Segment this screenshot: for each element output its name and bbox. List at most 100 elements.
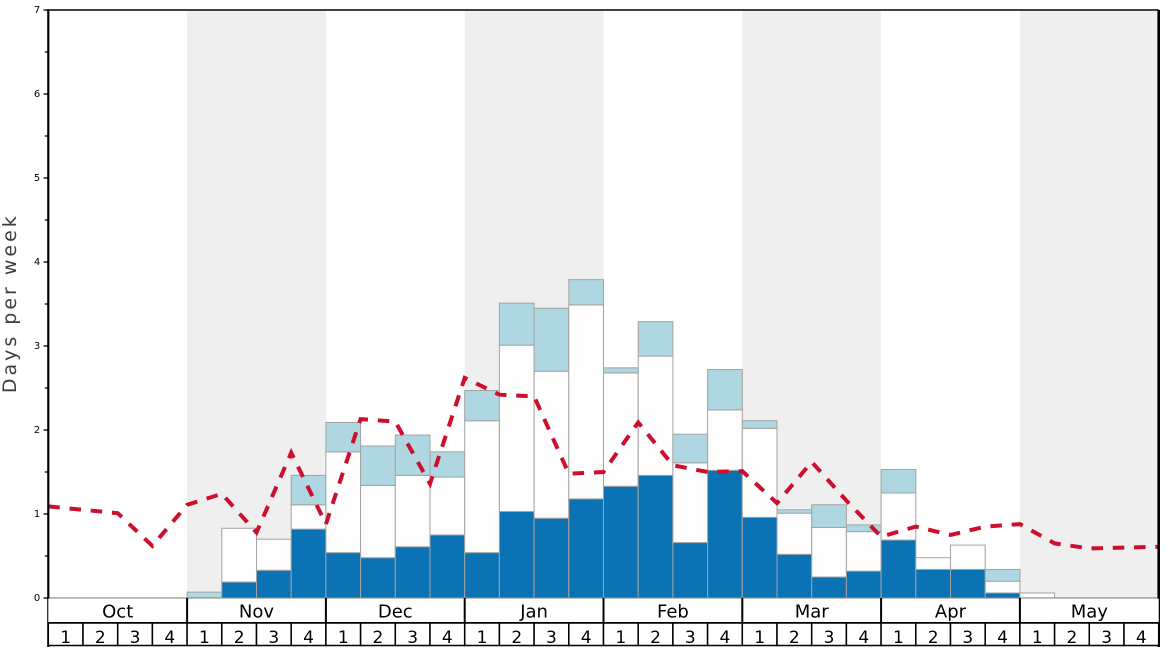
month-cell-nov (187, 598, 326, 623)
bar-segment-mar-1-top-segment-light-blue (741, 420, 778, 429)
bar-segment-mar-3-top-segment-light-blue (811, 504, 847, 528)
bar-segment-apr-3-bottom-segment-dark-blue (950, 568, 986, 599)
month-label-mar: Mar (795, 602, 830, 623)
y-tick-label-1: 1 (34, 509, 40, 520)
week-label: 3 (130, 628, 141, 648)
bar-segment-mar-2-middle-segment-white (776, 512, 813, 555)
week-label: 1 (338, 628, 349, 648)
week-label: 1 (754, 628, 765, 648)
bar-segment-nov-1-top-segment-light-blue (186, 591, 223, 599)
week-label: 2 (511, 628, 522, 648)
bar-segment-dec-3-bottom-segment-dark-blue (394, 546, 431, 599)
bar-segment-feb-4-bottom-segment-dark-blue (707, 469, 743, 599)
bar-segment-feb-1-top-segment-light-blue (603, 367, 639, 374)
bar-segment-nov-4-bottom-segment-dark-blue (290, 528, 327, 599)
month-cell-mar (742, 598, 882, 623)
bar-segment-dec-1-bottom-segment-dark-blue (325, 552, 362, 599)
bar-segment-apr-4-top-segment-light-blue (984, 568, 1021, 582)
bar-segment-feb-1-middle-segment-white (603, 372, 639, 487)
week-label: 3 (268, 628, 279, 648)
bar-segment-jan-4-middle-segment-white (568, 304, 604, 500)
month-label-apr: Apr (935, 602, 967, 623)
week-label: 4 (1136, 628, 1147, 648)
week-label: 4 (720, 628, 731, 648)
bar-segment-mar-4-bottom-segment-dark-blue (845, 570, 882, 599)
y-tick-label-6: 6 (34, 89, 40, 100)
bar-segment-dec-3-top-segment-light-blue (394, 434, 431, 476)
bar-segment-jan-2-middle-segment-white (498, 344, 535, 512)
bar-segment-jan-1-middle-segment-white (464, 420, 500, 554)
week-label: 1 (60, 628, 71, 648)
week-label: 1 (615, 628, 626, 648)
y-tick-label-4: 4 (34, 257, 40, 268)
bar-segment-jan-3-top-segment-light-blue (533, 307, 570, 372)
bar-segment-dec-2-bottom-segment-dark-blue (360, 557, 396, 599)
week-label: 2 (928, 628, 939, 648)
bar-segment-feb-3-top-segment-light-blue (672, 433, 709, 464)
month-label-jan: Jan (519, 602, 548, 623)
bar-segment-apr-1-middle-segment-white (880, 492, 917, 541)
bar-segment-mar-3-middle-segment-white (811, 526, 847, 578)
week-label: 3 (824, 628, 835, 648)
week-label: 3 (1101, 628, 1112, 648)
bar-segment-feb-3-bottom-segment-dark-blue (672, 542, 709, 599)
week-label: 1 (477, 628, 488, 648)
week-label: 3 (685, 628, 696, 648)
week-label: 2 (1067, 628, 1078, 648)
y-tick-label-7: 7 (34, 5, 40, 16)
bar-segment-nov-3-bottom-segment-dark-blue (256, 569, 292, 599)
bar-segment-jan-3-middle-segment-white (533, 370, 570, 519)
bar-segment-nov-3-middle-segment-white (256, 538, 292, 571)
bar-segment-dec-2-middle-segment-white (360, 484, 396, 559)
week-label: 1 (893, 628, 904, 648)
bar-segment-mar-2-top-segment-light-blue (776, 509, 813, 514)
bar-segment-jan-2-top-segment-light-blue (498, 302, 535, 346)
bar-segment-feb-1-bottom-segment-dark-blue (603, 485, 639, 599)
month-cell-apr (881, 598, 1020, 623)
bar-segment-dec-2-top-segment-light-blue (360, 445, 396, 486)
week-label: 4 (164, 628, 175, 648)
bar-segment-feb-2-top-segment-light-blue (637, 321, 674, 357)
week-label: 3 (407, 628, 418, 648)
week-label: 2 (95, 628, 106, 648)
week-cell (1123, 622, 1160, 647)
bar-segment-jan-1-top-segment-light-blue (464, 390, 500, 422)
bar-segment-mar-2-bottom-segment-dark-blue (776, 553, 813, 599)
bar-segment-feb-4-top-segment-light-blue (707, 369, 743, 411)
bar-segment-may-1-middle-segment-white (1019, 592, 1056, 599)
bar-segment-nov-2-middle-segment-white (221, 527, 258, 583)
y-axis-title: Days per week (0, 213, 21, 393)
week-label: 2 (650, 628, 661, 648)
month-label-may: May (1071, 602, 1109, 623)
bar-segment-mar-1-bottom-segment-dark-blue (741, 516, 778, 599)
bar-segment-dec-3-middle-segment-white (394, 474, 431, 548)
bar-segment-jan-1-bottom-segment-dark-blue (464, 552, 500, 599)
bar-segment-feb-3-middle-segment-white (672, 462, 709, 544)
week-label: 1 (199, 628, 210, 648)
month-label-dec: Dec (378, 602, 413, 623)
bar-segment-mar-1-middle-segment-white (741, 427, 778, 518)
dashed-trend-line (48, 375, 1159, 551)
week-label: 2 (789, 628, 800, 648)
week-label: 4 (581, 628, 592, 648)
week-label: 4 (997, 628, 1008, 648)
bar-segment-jan-4-top-segment-light-blue (568, 279, 604, 306)
bar-segment-apr-4-middle-segment-white (984, 580, 1021, 594)
month-label-nov: Nov (239, 602, 274, 623)
y-tick-label-3: 3 (34, 341, 40, 352)
bar-segment-mar-4-middle-segment-white (845, 531, 882, 572)
bar-segment-apr-2-middle-segment-white (915, 557, 951, 570)
month-cell-dec (325, 598, 465, 623)
week-label: 2 (234, 628, 245, 648)
week-label: 3 (962, 628, 973, 648)
y-tick-label-2: 2 (34, 425, 40, 436)
week-label: 3 (546, 628, 557, 648)
bar-segment-feb-2-bottom-segment-dark-blue (637, 474, 674, 599)
bar-segment-mar-3-bottom-segment-dark-blue (811, 576, 847, 599)
bar-segment-apr-4-bottom-segment-dark-blue (984, 592, 1021, 599)
bar-segment-dec-4-middle-segment-white (429, 476, 466, 536)
bar-segment-jan-3-bottom-segment-dark-blue (533, 517, 570, 599)
month-cell-oct (48, 598, 188, 623)
